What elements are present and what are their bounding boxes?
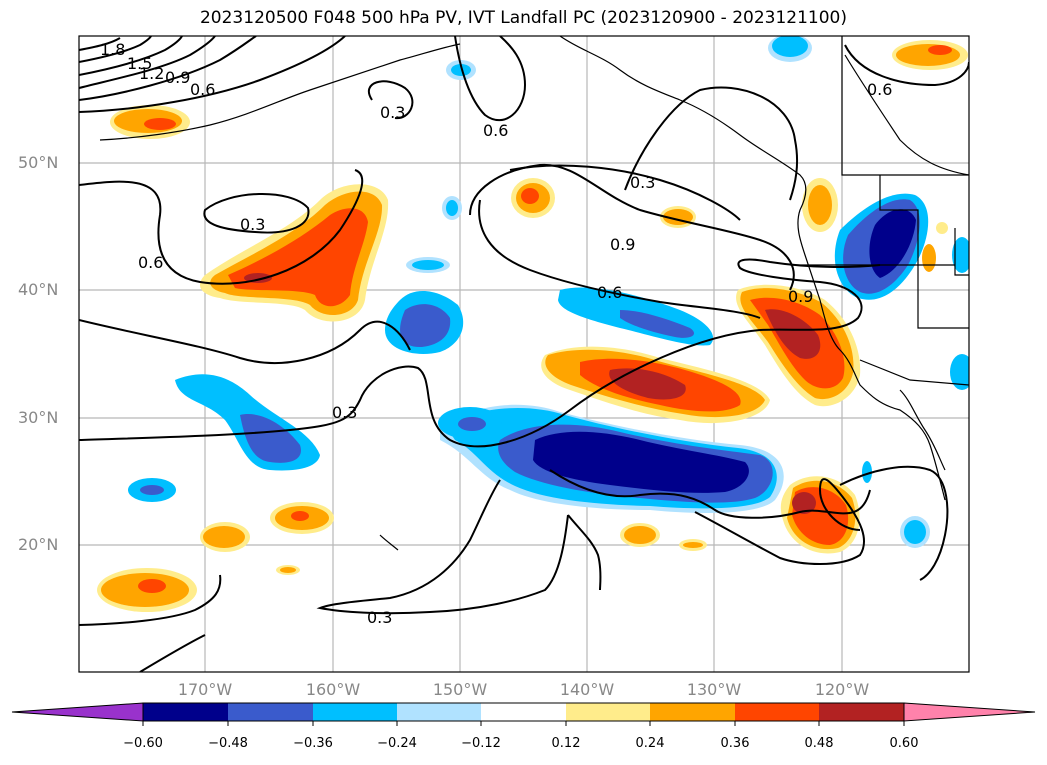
pv-blob <box>442 196 462 220</box>
contour-label: 0.6 <box>190 80 215 99</box>
lon-label: 130°W <box>686 680 742 699</box>
colorbar-tick-label: 0.36 <box>720 736 750 751</box>
map-border <box>78 35 970 673</box>
pv-blob <box>97 568 197 612</box>
pv-blob <box>200 184 389 322</box>
coastlines <box>99 36 969 551</box>
ivt-contour-lines <box>79 36 969 672</box>
lon-label: 160°W <box>305 680 361 699</box>
contour-label: 1.8 <box>100 40 125 59</box>
colorbar-tick-label: −0.48 <box>208 736 248 751</box>
contour-labels: 1.8 1.5 1.2 0.9 0.6 0.3 0.6 0.6 0.3 0.6 … <box>100 40 892 627</box>
pv-blob <box>802 178 838 232</box>
lon-label: 150°W <box>432 680 488 699</box>
pv-blob <box>558 287 714 346</box>
contour-label: 0.3 <box>380 103 405 122</box>
pv-blob <box>892 40 968 70</box>
pv-blob <box>952 237 969 273</box>
pv-blob <box>900 516 930 548</box>
pv-blob <box>276 565 300 575</box>
pv-blob <box>541 346 770 424</box>
pv-filled-contours <box>97 36 969 612</box>
colorbar-tick-label: −0.60 <box>123 736 163 751</box>
pv-blob <box>128 478 176 502</box>
colorbar-tick-label: 0.60 <box>889 736 919 751</box>
colorbar-tick-label: −0.12 <box>461 736 501 751</box>
contour-label: 0.6 <box>597 283 622 302</box>
colorbar-tick-label: 0.48 <box>804 736 834 751</box>
pv-blob <box>950 354 969 390</box>
pv-blob <box>270 502 334 534</box>
contour-label: 0.6 <box>138 253 163 272</box>
lat-label: 40°N <box>18 280 59 299</box>
colorbar <box>11 702 1036 726</box>
lon-label: 140°W <box>559 680 615 699</box>
pv-blob <box>511 178 555 218</box>
contour-label: 0.9 <box>610 235 635 254</box>
contour-label: 0.6 <box>483 121 508 140</box>
lat-label: 50°N <box>18 153 59 172</box>
pv-blob <box>780 476 860 554</box>
map-title: 2023120500 F048 500 hPa PV, IVT Landfall… <box>199 8 847 28</box>
lat-label: 20°N <box>18 535 59 554</box>
pv-blob <box>862 461 872 483</box>
pv-blob <box>200 522 250 552</box>
pv-blob <box>768 36 812 62</box>
pv-blob <box>438 407 502 439</box>
lon-label: 170°W <box>177 680 233 699</box>
pv-blob <box>736 284 861 407</box>
pv-blob <box>406 257 450 273</box>
pv-blob <box>834 193 929 300</box>
contour-label: 0.9 <box>788 287 813 306</box>
contour-label: 0.6 <box>867 80 892 99</box>
lon-label: 120°W <box>814 680 870 699</box>
pv-blob <box>679 539 707 551</box>
contour-label: 0.3 <box>240 215 265 234</box>
lat-label: 30°N <box>18 408 59 427</box>
contour-label: 0.3 <box>332 403 357 422</box>
pv-blob <box>385 290 464 354</box>
contour-label: 0.9 <box>165 68 190 87</box>
pv-blob <box>440 404 784 513</box>
pv-blob <box>936 222 948 234</box>
pv-blob <box>110 105 190 139</box>
colorbar-tick-label: 0.24 <box>635 736 665 751</box>
contour-label: 0.3 <box>630 173 655 192</box>
contour-label: 1.5 <box>127 54 152 73</box>
colorbar-tick-label: −0.24 <box>377 736 417 751</box>
pv-blob <box>175 374 320 471</box>
colorbar-tick-label: 0.12 <box>551 736 581 751</box>
pv-blob <box>922 244 936 272</box>
contour-label: 1.2 <box>139 64 164 83</box>
colorbar-tick-label: −0.36 <box>293 736 333 751</box>
contour-label: 0.3 <box>367 608 392 627</box>
pv-blob <box>620 523 660 547</box>
